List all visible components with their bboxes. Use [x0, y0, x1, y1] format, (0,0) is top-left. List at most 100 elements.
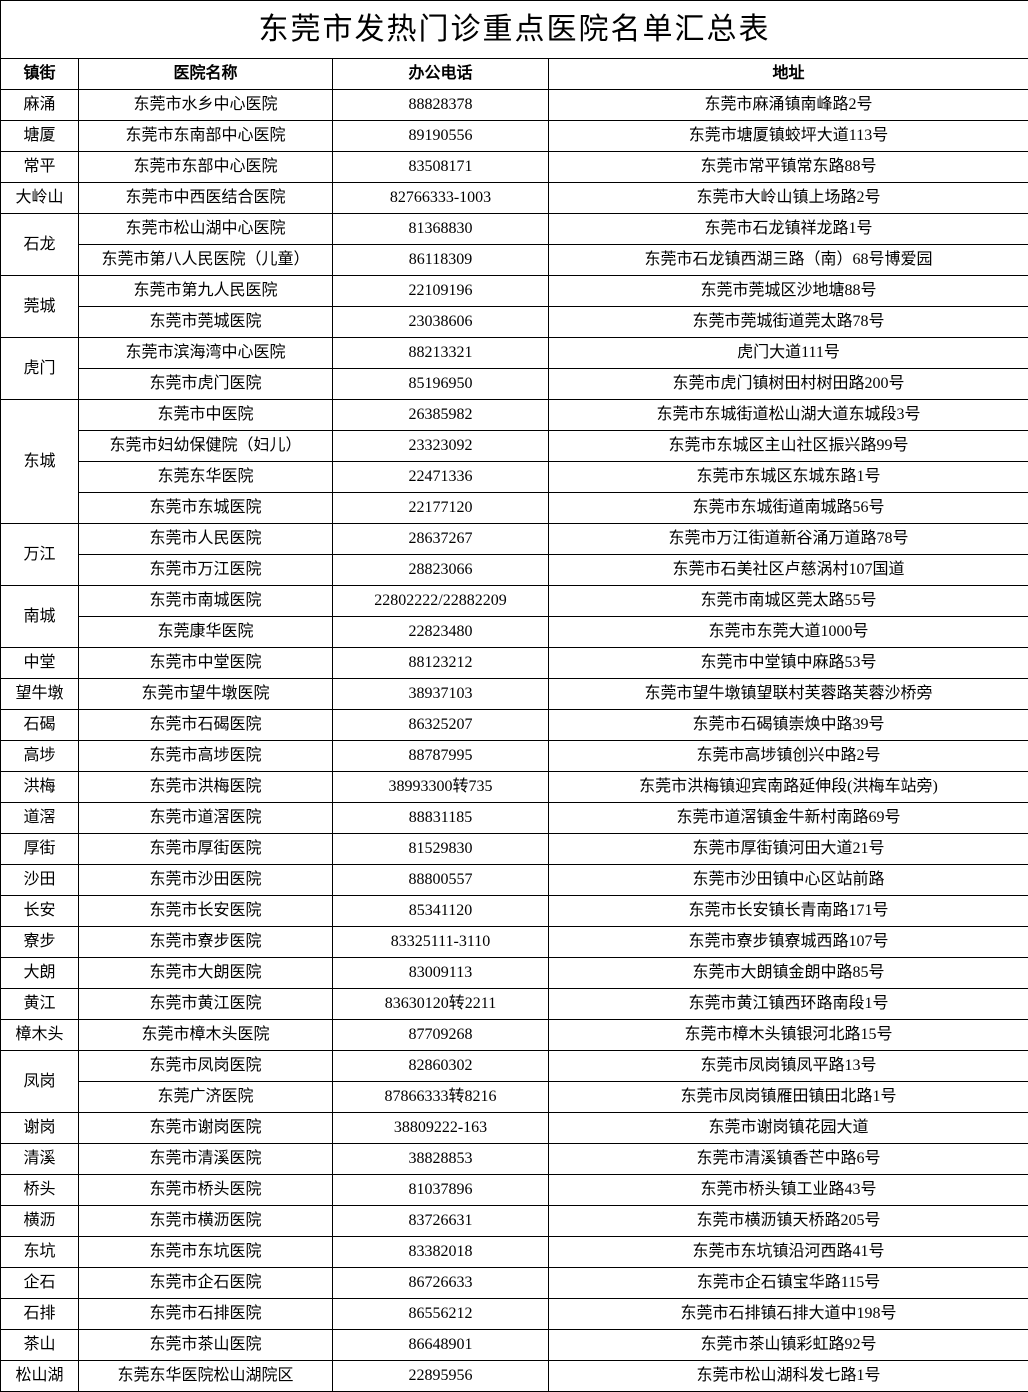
cell-address: 东莞市大岭山镇上场路2号	[549, 183, 1028, 214]
cell-address: 东莞市东城街道南城路56号	[549, 493, 1028, 524]
cell-address: 东莞市松山湖科发七路1号	[549, 1361, 1028, 1392]
cell-hospital-name: 东莞市厚街医院	[79, 834, 333, 865]
cell-town: 虎门	[1, 338, 79, 400]
cell-town: 桥头	[1, 1175, 79, 1206]
cell-phone: 87709268	[333, 1020, 549, 1051]
cell-address: 东莞市望牛墩镇望联村芙蓉路芙蓉沙桥旁	[549, 679, 1028, 710]
cell-hospital-name: 东莞市长安医院	[79, 896, 333, 927]
table-row: 黄江东莞市黄江医院83630120转2211东莞市黄江镇西环路南段1号	[1, 989, 1028, 1020]
cell-phone: 85196950	[333, 369, 549, 400]
cell-phone: 38809222-163	[333, 1113, 549, 1144]
cell-address: 东莞市凤岗镇凤平路13号	[549, 1051, 1028, 1082]
cell-town: 高埗	[1, 741, 79, 772]
cell-town: 凤岗	[1, 1051, 79, 1113]
cell-phone: 26385982	[333, 400, 549, 431]
cell-address: 东莞市东城街道松山湖大道东城段3号	[549, 400, 1028, 431]
cell-town: 横沥	[1, 1206, 79, 1237]
table-row: 东莞市莞城医院23038606东莞市莞城街道莞太路78号	[1, 307, 1028, 338]
cell-phone: 22177120	[333, 493, 549, 524]
cell-phone: 86325207	[333, 710, 549, 741]
cell-address: 东莞市石龙镇西湖三路（南）68号博爱园	[549, 245, 1028, 276]
cell-address: 东莞市东坑镇沿河西路41号	[549, 1237, 1028, 1268]
cell-phone: 22823480	[333, 617, 549, 648]
cell-phone: 28823066	[333, 555, 549, 586]
hospital-table: 东莞市发热门诊重点医院名单汇总表 镇街 医院名称 办公电话 地址 麻涌东莞市水乡…	[0, 0, 1028, 1392]
table-row: 东莞东华医院22471336东莞市东城区东城东路1号	[1, 462, 1028, 493]
cell-phone: 22802222/22882209	[333, 586, 549, 617]
cell-hospital-name: 东莞市黄江医院	[79, 989, 333, 1020]
table-row: 桥头东莞市桥头医院81037896东莞市桥头镇工业路43号	[1, 1175, 1028, 1206]
cell-town: 谢岗	[1, 1113, 79, 1144]
cell-phone: 81037896	[333, 1175, 549, 1206]
cell-town: 清溪	[1, 1144, 79, 1175]
cell-town: 长安	[1, 896, 79, 927]
cell-town: 莞城	[1, 276, 79, 338]
cell-town: 南城	[1, 586, 79, 648]
table-row: 东莞广济医院87866333转8216东莞市凤岗镇雁田镇田北路1号	[1, 1082, 1028, 1113]
cell-hospital-name: 东莞康华医院	[79, 617, 333, 648]
cell-address: 东莞市东城区东城东路1号	[549, 462, 1028, 493]
table-row: 塘厦东莞市东南部中心医院89190556东莞市塘厦镇蛟坪大道113号	[1, 121, 1028, 152]
cell-town: 中堂	[1, 648, 79, 679]
cell-phone: 89190556	[333, 121, 549, 152]
cell-phone: 38828853	[333, 1144, 549, 1175]
cell-phone: 86118309	[333, 245, 549, 276]
cell-town: 石排	[1, 1299, 79, 1330]
cell-town: 松山湖	[1, 1361, 79, 1392]
cell-address: 东莞市东城区主山社区振兴路99号	[549, 431, 1028, 462]
cell-phone: 83726631	[333, 1206, 549, 1237]
header-row: 镇街 医院名称 办公电话 地址	[1, 59, 1028, 90]
table-row: 横沥东莞市横沥医院83726631东莞市横沥镇天桥路205号	[1, 1206, 1028, 1237]
cell-address: 东莞市莞城区沙地塘88号	[549, 276, 1028, 307]
cell-address: 东莞市中堂镇中麻路53号	[549, 648, 1028, 679]
cell-phone: 83630120转2211	[333, 989, 549, 1020]
cell-phone: 88800557	[333, 865, 549, 896]
table-title: 东莞市发热门诊重点医院名单汇总表	[1, 1, 1028, 59]
cell-phone: 83382018	[333, 1237, 549, 1268]
cell-address: 东莞市塘厦镇蛟坪大道113号	[549, 121, 1028, 152]
cell-address: 东莞市横沥镇天桥路205号	[549, 1206, 1028, 1237]
cell-hospital-name: 东莞市人民医院	[79, 524, 333, 555]
table-row: 东城东莞市中医院26385982东莞市东城街道松山湖大道东城段3号	[1, 400, 1028, 431]
table-row: 清溪东莞市清溪医院38828853东莞市清溪镇香芒中路6号	[1, 1144, 1028, 1175]
cell-address: 东莞市万江街道新谷涌万道路78号	[549, 524, 1028, 555]
cell-town: 东城	[1, 400, 79, 524]
table-row: 望牛墩东莞市望牛墩医院38937103东莞市望牛墩镇望联村芙蓉路芙蓉沙桥旁	[1, 679, 1028, 710]
cell-town: 洪梅	[1, 772, 79, 803]
cell-address: 东莞市凤岗镇雁田镇田北路1号	[549, 1082, 1028, 1113]
cell-address: 东莞市大朗镇金朗中路85号	[549, 958, 1028, 989]
cell-phone: 38937103	[333, 679, 549, 710]
cell-phone: 86726633	[333, 1268, 549, 1299]
cell-hospital-name: 东莞市中医院	[79, 400, 333, 431]
table-row: 常平东莞市东部中心医院83508171东莞市常平镇常东路88号	[1, 152, 1028, 183]
cell-hospital-name: 东莞市谢岗医院	[79, 1113, 333, 1144]
cell-address: 东莞市石碣镇崇焕中路39号	[549, 710, 1028, 741]
cell-address: 东莞市洪梅镇迎宾南路延伸段(洪梅车站旁)	[549, 772, 1028, 803]
cell-address: 东莞市企石镇宝华路115号	[549, 1268, 1028, 1299]
table-row: 长安东莞市长安医院85341120东莞市长安镇长青南路171号	[1, 896, 1028, 927]
cell-address: 东莞市黄江镇西环路南段1号	[549, 989, 1028, 1020]
table-row: 洪梅东莞市洪梅医院38993300转735东莞市洪梅镇迎宾南路延伸段(洪梅车站旁…	[1, 772, 1028, 803]
table-row: 凤岗东莞市凤岗医院82860302东莞市凤岗镇凤平路13号	[1, 1051, 1028, 1082]
cell-phone: 23323092	[333, 431, 549, 462]
cell-town: 万江	[1, 524, 79, 586]
cell-phone: 87866333转8216	[333, 1082, 549, 1113]
cell-phone: 88831185	[333, 803, 549, 834]
cell-phone: 38993300转735	[333, 772, 549, 803]
cell-hospital-name: 东莞市企石医院	[79, 1268, 333, 1299]
cell-hospital-name: 东莞市望牛墩医院	[79, 679, 333, 710]
cell-hospital-name: 东莞市中堂医院	[79, 648, 333, 679]
cell-phone: 81529830	[333, 834, 549, 865]
table-row: 麻涌东莞市水乡中心医院88828378东莞市麻涌镇南峰路2号	[1, 90, 1028, 121]
table-row: 石排东莞市石排医院86556212东莞市石排镇石排大道中198号	[1, 1299, 1028, 1330]
cell-town: 麻涌	[1, 90, 79, 121]
cell-phone: 88828378	[333, 90, 549, 121]
cell-town: 望牛墩	[1, 679, 79, 710]
cell-address: 东莞市石美社区卢慈涡村107国道	[549, 555, 1028, 586]
table-row: 东莞康华医院22823480东莞市东莞大道1000号	[1, 617, 1028, 648]
cell-hospital-name: 东莞市莞城医院	[79, 307, 333, 338]
table-row: 大岭山东莞市中西医结合医院82766333-1003东莞市大岭山镇上场路2号	[1, 183, 1028, 214]
cell-hospital-name: 东莞市寮步医院	[79, 927, 333, 958]
cell-address: 东莞市石排镇石排大道中198号	[549, 1299, 1028, 1330]
cell-hospital-name: 东莞市石排医院	[79, 1299, 333, 1330]
